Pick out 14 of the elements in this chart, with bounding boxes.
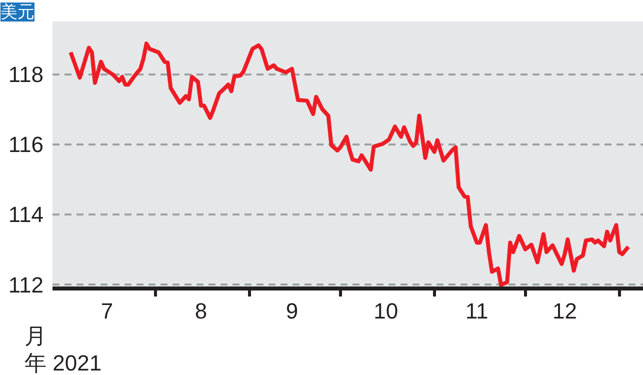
text: 年 2021 (24, 350, 102, 375)
x-tick-label: 10 (374, 298, 398, 324)
text: 月 (24, 324, 46, 348)
y-tick-label: 118 (8, 62, 44, 88)
x-tick-label: 9 (286, 298, 298, 324)
y-tick-label: 112 (8, 272, 44, 298)
x-tick-label: 8 (194, 298, 208, 324)
line-series (68, 42, 630, 287)
x-tick-label: 7 (100, 298, 114, 324)
x-tick-label: 12 (552, 298, 577, 324)
y-axis-title: 美元 (0, 2, 34, 22)
y-tick-label: 116 (8, 132, 44, 158)
x-tick-label: 11 (465, 298, 488, 324)
y-tick-label: 114 (8, 202, 44, 228)
